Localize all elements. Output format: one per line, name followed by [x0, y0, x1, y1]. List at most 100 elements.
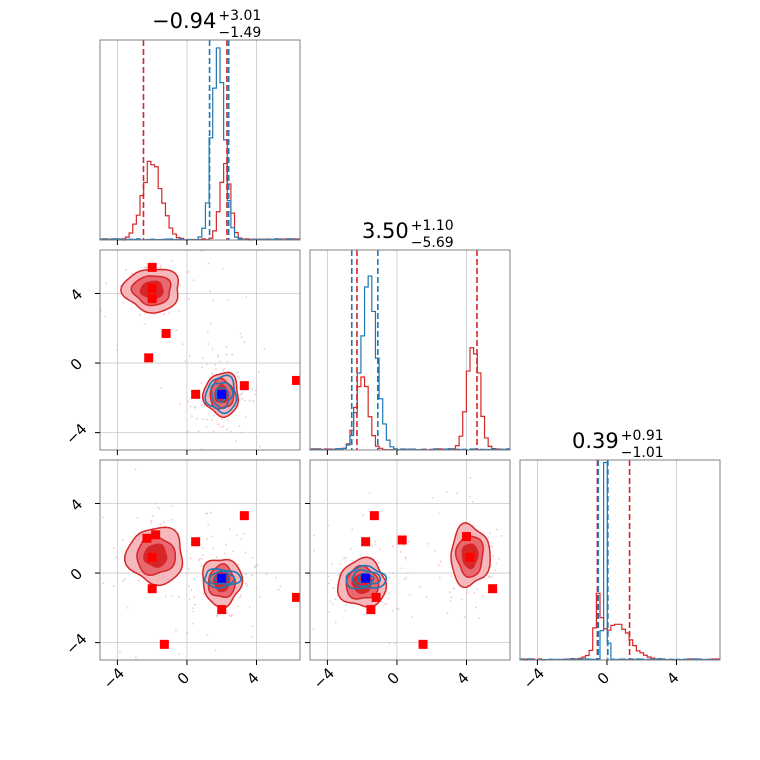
sample-point-run-a — [192, 279, 195, 282]
sample-point-run-a — [207, 523, 210, 526]
sample-point-run-a — [362, 514, 365, 517]
sample-point-run-b — [251, 388, 254, 391]
panel-frame — [519, 459, 721, 661]
sample-point-run-b — [226, 428, 229, 431]
marker-red — [239, 511, 249, 521]
sample-point-run-a — [199, 557, 201, 560]
sample-point-run-a — [450, 575, 453, 577]
marker-red — [397, 535, 407, 545]
sample-point-run-a — [207, 262, 210, 265]
sample-point-run-a — [242, 532, 245, 535]
sample-point-run-a — [188, 598, 191, 601]
histogram-run-a — [519, 592, 720, 661]
x-tick-label: 0 — [174, 669, 193, 688]
sample-point-run-a — [469, 495, 472, 498]
sample-point-run-a — [144, 266, 147, 269]
sample-point-run-a — [251, 635, 254, 638]
sample-point-run-a — [175, 629, 177, 632]
sample-point-run-a — [475, 606, 477, 609]
sample-point-run-a — [492, 555, 495, 558]
sample-point-run-a — [216, 353, 219, 356]
title-minus: −5.69 — [411, 235, 454, 251]
sample-point-run-a — [434, 549, 437, 552]
histogram-run-b — [99, 47, 300, 241]
sample-point-run-a — [331, 602, 334, 605]
sample-point-run-a — [189, 405, 192, 408]
sample-point-run-a — [143, 323, 146, 326]
marker-red — [142, 533, 152, 543]
sample-point-run-a — [105, 282, 107, 285]
sample-point-run-a — [495, 528, 498, 531]
joint-panel-1_0 — [99, 249, 301, 451]
contour-run-b — [215, 386, 229, 404]
marker-blue — [217, 573, 227, 583]
sample-point-run-a — [488, 575, 491, 578]
sample-point-run-a — [202, 418, 205, 420]
sample-point-run-a — [241, 397, 244, 400]
marker-red — [191, 537, 201, 547]
title-value: −0.94 — [152, 9, 216, 33]
sample-point-run-b — [397, 608, 400, 610]
sample-point-run-a — [205, 363, 208, 366]
sample-point-run-a — [198, 559, 200, 561]
sample-point-run-a — [368, 491, 371, 494]
sample-point-run-a — [201, 557, 203, 560]
sample-point-run-b — [229, 431, 232, 433]
marker-red — [151, 530, 161, 540]
panel-frame — [309, 249, 511, 451]
sample-point-run-a — [345, 556, 348, 559]
sample-point-run-b — [258, 445, 261, 448]
sample-point-run-a — [204, 512, 207, 515]
sample-point-run-a — [216, 355, 219, 358]
sample-point-run-a — [279, 585, 282, 588]
sample-point-run-a — [257, 371, 260, 373]
sample-point-run-a — [223, 552, 226, 555]
marker-red — [371, 592, 381, 602]
marker-red — [147, 552, 157, 562]
sample-point-run-a — [387, 597, 390, 600]
sample-point-run-a — [456, 492, 459, 495]
sample-point-run-a — [330, 563, 333, 566]
sample-point-run-a — [388, 642, 391, 645]
sample-point-run-a — [334, 621, 337, 624]
sample-point-run-a — [168, 312, 171, 314]
sample-point-run-a — [495, 562, 498, 565]
sample-point-run-a — [230, 615, 232, 618]
sample-point-run-b — [238, 399, 241, 401]
sample-point-run-a — [210, 511, 212, 514]
sample-point-run-a — [206, 512, 209, 515]
sample-point-run-a — [190, 415, 193, 417]
sample-point-run-b — [236, 371, 239, 374]
sample-point-run-a — [494, 569, 497, 572]
sample-point-run-a — [137, 579, 140, 582]
marker-red — [159, 639, 169, 649]
sample-point-run-b — [349, 547, 352, 550]
title-minus: −1.49 — [218, 25, 261, 41]
x-tick-label: −4 — [520, 664, 548, 692]
sample-point-run-a — [200, 565, 203, 568]
sample-point-run-a — [184, 360, 187, 363]
sample-point-run-a — [159, 523, 162, 526]
sample-point-run-b — [332, 587, 335, 589]
sample-point-run-b — [403, 578, 406, 581]
sample-point-run-a — [228, 557, 231, 560]
sample-point-run-a — [191, 622, 194, 625]
sample-point-run-a — [178, 309, 180, 312]
marker-red — [465, 552, 475, 562]
sample-point-run-a — [473, 592, 476, 594]
sample-point-run-a — [223, 368, 226, 370]
sample-point-run-a — [425, 596, 428, 599]
sample-point-run-b — [334, 598, 337, 601]
sample-point-run-a — [162, 520, 165, 523]
histogram-run-a — [99, 160, 300, 241]
sample-point-run-a — [446, 612, 449, 615]
sample-point-run-b — [241, 392, 244, 395]
sample-point-run-b — [225, 345, 228, 348]
sample-point-run-b — [252, 400, 255, 402]
sample-point-run-a — [159, 264, 162, 267]
sample-point-run-a — [237, 605, 239, 608]
sample-point-run-a — [189, 557, 192, 560]
sample-point-run-a — [215, 556, 218, 559]
sample-point-run-a — [211, 418, 213, 421]
sample-point-run-a — [217, 423, 220, 426]
